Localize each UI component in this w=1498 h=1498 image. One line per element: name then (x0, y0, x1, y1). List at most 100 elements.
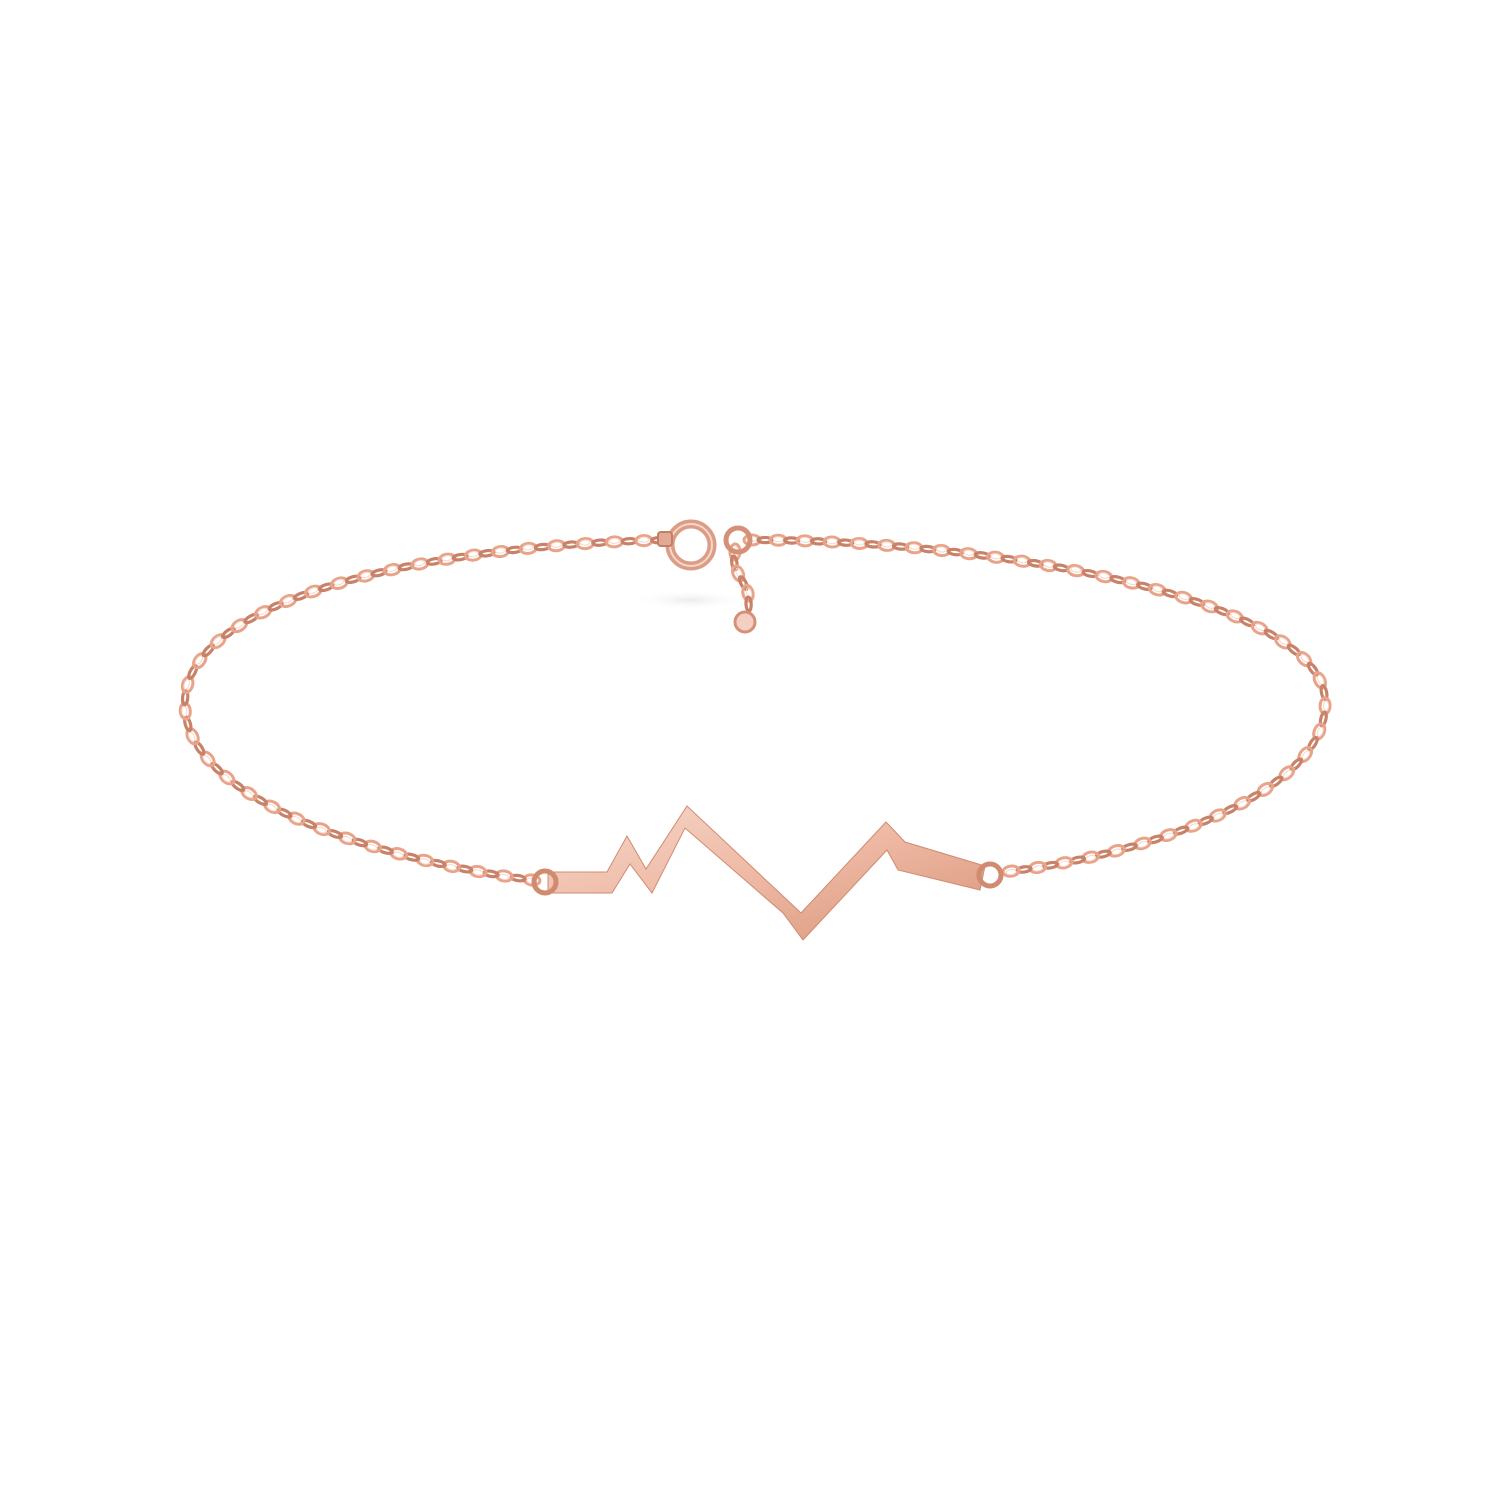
chain-link-highlight (183, 678, 190, 690)
chain-link-highlight (908, 543, 920, 550)
chain-link (267, 600, 284, 612)
chain-link (243, 612, 260, 625)
chain-link (221, 626, 236, 640)
chain-link (451, 552, 469, 562)
chain-link-highlight (282, 596, 293, 604)
chain-link-highlight (550, 541, 562, 548)
chain-link-highlight (963, 549, 975, 556)
chain-link-highlight (936, 546, 948, 553)
pendant-loop-right (976, 861, 1004, 889)
chain-link (187, 664, 199, 680)
chain-link-highlight (1070, 566, 1082, 573)
chain-link-highlight (392, 851, 404, 858)
chain-link-highlight (1282, 769, 1293, 779)
chain-link-highlight (194, 655, 204, 665)
chain-link (183, 715, 193, 733)
chain-link-highlight (386, 565, 398, 572)
chain-link-highlight (419, 858, 431, 865)
chain-link-highlight (1278, 637, 1289, 646)
chain-link (1172, 825, 1190, 836)
chain-link (1197, 815, 1214, 826)
chain-link (591, 538, 609, 547)
chain-link-highlight (333, 578, 345, 586)
chain-link-highlight (579, 539, 591, 546)
chain-link (620, 536, 638, 546)
chain-link (482, 869, 500, 879)
chain-link-highlight (881, 541, 893, 548)
heartbeat-pendant-icon (531, 805, 1004, 941)
chain-link (1318, 710, 1328, 728)
chain-link-highlight (445, 864, 457, 871)
chain-link-highlight (1316, 726, 1324, 738)
chain-link (1245, 790, 1262, 803)
clasp-shadow (630, 590, 750, 610)
chain-icon (178, 534, 668, 887)
chain-link-highlight (467, 551, 479, 558)
chain-link-highlight (990, 553, 1002, 560)
chain-link (1208, 808, 1227, 823)
chain-link-highlight (494, 547, 506, 554)
chain-link-highlight (1137, 841, 1149, 848)
chain-link (1136, 581, 1153, 591)
chain-link (1200, 599, 1219, 614)
spring-ring-clasp-icon (657, 519, 757, 634)
chain-link (377, 845, 394, 855)
chain-link (292, 590, 310, 601)
chain-link (1000, 554, 1018, 564)
chain-link-highlight (181, 705, 188, 717)
chain-link-highlight (202, 754, 212, 765)
chain-link (425, 556, 443, 566)
chain-link (1289, 757, 1304, 772)
chain-link-highlight (772, 536, 784, 543)
chain-link-highlight (1098, 572, 1110, 579)
chain-link (1268, 775, 1284, 789)
end-tag (733, 610, 757, 634)
chain-link-highlight (1237, 800, 1248, 808)
pendant-loop-left (531, 868, 559, 896)
chain-right (742, 533, 1332, 878)
chain-link (744, 595, 753, 613)
chain-link-highlight (522, 544, 534, 551)
chain-link (1094, 849, 1112, 859)
jump-ring (723, 525, 753, 555)
chain-link (1148, 583, 1167, 597)
chain-link-highlight (1163, 832, 1174, 840)
chain-link (1307, 735, 1319, 752)
chain-link (201, 643, 216, 658)
chain-link-highlight (414, 559, 426, 567)
chain-link-highlight (1260, 786, 1271, 795)
chain-link-highlight (316, 826, 327, 834)
chain-link (1306, 661, 1320, 677)
chain-link (330, 576, 349, 590)
chain-link (180, 689, 190, 707)
chain-link-highlight (243, 790, 254, 799)
pendant-body (547, 805, 986, 941)
chain-link (351, 837, 369, 848)
chain-link-highlight (1005, 869, 1017, 876)
chain-link-highlight (307, 587, 319, 594)
clasp-lever (657, 531, 673, 547)
chain-link-highlight (1058, 860, 1070, 867)
chain-link-highlight (608, 537, 620, 544)
clasp-ring-highlight (669, 523, 713, 567)
chain-link-highlight (853, 539, 865, 546)
chain-link-highlight (1126, 578, 1137, 586)
chain-link (756, 535, 774, 545)
chain-link-highlight (799, 536, 811, 543)
chain-link (252, 794, 269, 807)
chain-link (1015, 865, 1033, 874)
chain-link-highlight (1032, 865, 1044, 872)
chain-link-highlight (1178, 593, 1190, 600)
chain-link-highlight (638, 536, 650, 543)
chain-link-highlight (826, 537, 838, 544)
chain-link (1026, 558, 1044, 568)
chain-link (1042, 860, 1060, 870)
chain-link (1038, 558, 1058, 573)
chain-link (742, 533, 762, 547)
chain-link (1295, 650, 1313, 668)
chain-link (210, 761, 224, 776)
chain-link (1066, 563, 1086, 578)
chain-link-highlight (266, 803, 277, 812)
